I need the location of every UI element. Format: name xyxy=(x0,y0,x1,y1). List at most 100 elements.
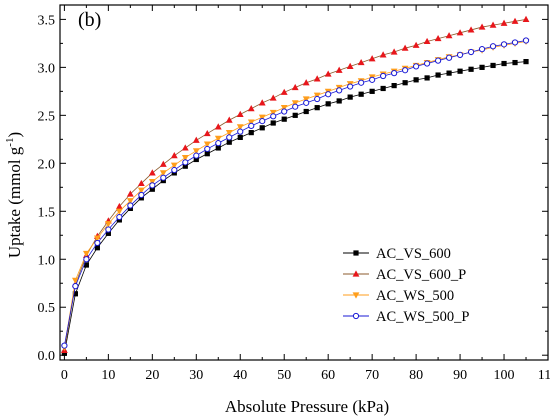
data-point xyxy=(347,83,354,90)
data-point xyxy=(159,170,167,177)
legend-item: AC_WS_500_P xyxy=(343,309,469,325)
data-point xyxy=(280,105,288,112)
data-point xyxy=(71,277,79,284)
data-point xyxy=(215,140,222,147)
data-point xyxy=(138,191,145,199)
data-point xyxy=(269,94,277,101)
data-point xyxy=(434,57,442,64)
data-point xyxy=(291,83,299,91)
data-point xyxy=(259,117,266,125)
data-point xyxy=(402,80,408,86)
data-point xyxy=(336,87,343,94)
data-point xyxy=(490,62,496,69)
y-tick-label: 3.5 xyxy=(38,13,56,28)
data-point xyxy=(94,245,100,251)
data-point xyxy=(522,37,530,44)
x-tick-label: 100 xyxy=(494,368,515,383)
data-point xyxy=(237,128,244,135)
data-point xyxy=(280,88,288,95)
data-point xyxy=(501,60,507,67)
data-point xyxy=(391,70,398,77)
data-point xyxy=(303,99,310,106)
data-point xyxy=(281,116,287,122)
data-point xyxy=(313,92,321,99)
data-point xyxy=(236,110,244,117)
data-point xyxy=(247,119,255,126)
data-point xyxy=(402,67,409,74)
data-point xyxy=(105,230,111,236)
data-point xyxy=(127,202,134,209)
data-point xyxy=(105,226,112,233)
data-point xyxy=(203,129,211,137)
data-point xyxy=(456,29,464,36)
x-tick-label: 60 xyxy=(321,368,335,383)
data-point xyxy=(467,26,475,33)
data-point xyxy=(303,108,309,115)
data-point xyxy=(215,145,221,151)
x-tick-label: 20 xyxy=(145,368,159,383)
data-point xyxy=(325,91,332,98)
data-point xyxy=(61,342,68,349)
data-point xyxy=(368,55,376,62)
data-point xyxy=(193,152,200,159)
data-point xyxy=(379,51,387,58)
y-tick-label: 2.5 xyxy=(38,109,56,124)
data-point xyxy=(313,75,321,82)
data-point xyxy=(336,98,342,104)
data-point xyxy=(83,256,90,263)
data-point xyxy=(292,103,299,110)
data-point xyxy=(391,82,397,89)
data-point xyxy=(434,34,442,42)
data-point xyxy=(380,85,386,92)
x-tick-label: 40 xyxy=(233,368,247,383)
data-point xyxy=(511,17,519,24)
data-point xyxy=(380,72,387,80)
data-point xyxy=(500,19,508,26)
data-point xyxy=(159,160,167,167)
series-ac-ws-500-p xyxy=(61,37,530,349)
data-point xyxy=(225,116,233,123)
data-point xyxy=(522,15,530,22)
x-tick-label: 110 xyxy=(538,368,550,383)
data-point xyxy=(478,46,486,53)
data-point xyxy=(347,94,353,100)
x-tick-label: 80 xyxy=(409,368,423,383)
y-axis-label-main: Uptake (mmol g xyxy=(5,146,24,258)
data-point xyxy=(192,136,200,143)
data-point xyxy=(413,63,420,70)
data-point xyxy=(445,54,453,61)
data-point xyxy=(226,134,233,141)
data-point xyxy=(358,91,364,97)
data-point xyxy=(203,141,211,148)
series-ac-vs-600-p xyxy=(60,15,530,354)
data-point xyxy=(126,190,134,197)
data-point xyxy=(115,208,123,215)
data-point xyxy=(479,64,485,70)
data-point xyxy=(314,105,320,111)
y-tick-label: 3.0 xyxy=(38,61,56,76)
data-point xyxy=(171,166,178,174)
legend: AC_VS_600 AC_VS_600_P AC_WS_500 AC_WS_500_P xyxy=(343,246,469,325)
data-point xyxy=(149,186,155,192)
data-point xyxy=(214,123,222,130)
data-point xyxy=(346,62,354,70)
data-point xyxy=(523,59,529,65)
y-tick-label: 2.0 xyxy=(38,157,56,172)
data-point xyxy=(335,66,343,73)
data-point xyxy=(72,291,78,297)
data-point xyxy=(457,68,463,74)
data-point xyxy=(126,198,134,205)
data-point xyxy=(423,60,431,67)
data-point xyxy=(325,101,331,107)
data-point xyxy=(61,350,67,356)
data-point xyxy=(324,70,332,77)
x-tick-label: 0 xyxy=(61,368,68,383)
data-point xyxy=(170,152,178,159)
data-point xyxy=(468,66,474,72)
y-tick-label: 0.5 xyxy=(38,301,56,316)
data-point xyxy=(369,76,376,83)
x-tick-label: 10 xyxy=(101,368,115,383)
legend-marker xyxy=(352,292,360,299)
data-point xyxy=(270,120,276,126)
data-point xyxy=(93,235,101,242)
